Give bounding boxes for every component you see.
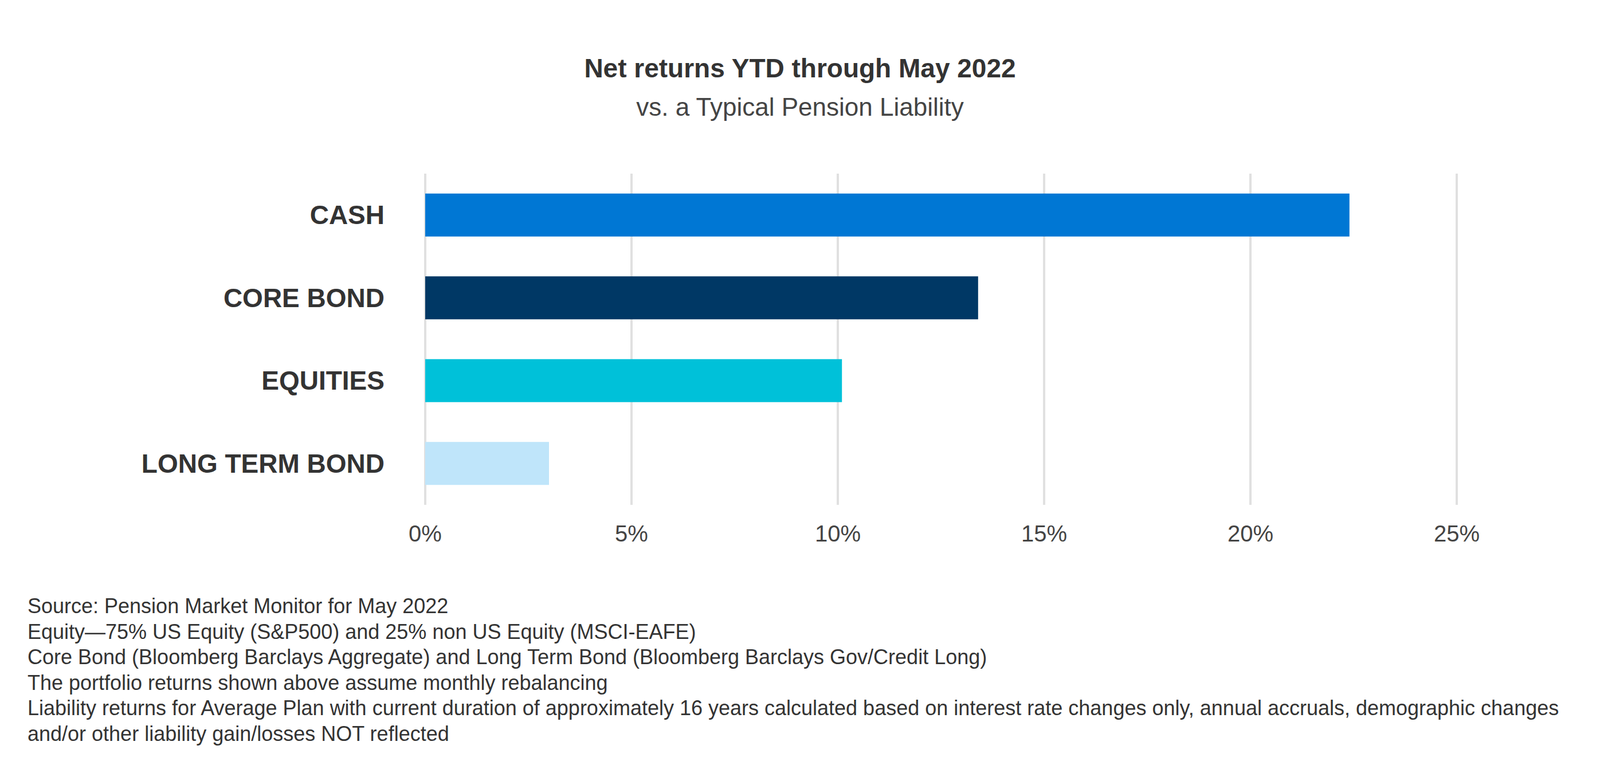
footnote: Liability returns for Average Plan with … bbox=[27, 695, 1575, 747]
subtitle: vs. a Typical Pension Liability bbox=[636, 92, 964, 121]
tick-label: 0% bbox=[408, 520, 442, 547]
tick-label: 25% bbox=[1433, 520, 1480, 547]
category-labels: CASH CORE BOND EQUITIES LONG TERM BOND bbox=[141, 200, 385, 479]
category-label: LONG TERM BOND bbox=[141, 448, 385, 479]
bar bbox=[425, 441, 549, 485]
title: Net returns YTD through May 2022 bbox=[583, 53, 1016, 84]
footnote: The portfolio returns shown above assume… bbox=[27, 670, 1575, 697]
footnote: Core Bond (Bloomberg Barclays Aggregate)… bbox=[27, 644, 1575, 671]
chart: Net returns YTD through May 2022 vs. a Ty… bbox=[0, 0, 1600, 591]
footnotes: Source: Pension Market Monitor for May 2… bbox=[27, 593, 1575, 747]
bar bbox=[425, 276, 979, 320]
grid bbox=[425, 173, 1457, 505]
category-label: CASH bbox=[310, 200, 385, 230]
tick-label: 10% bbox=[814, 520, 861, 547]
tick-label: 15% bbox=[1021, 520, 1068, 547]
bar bbox=[425, 359, 842, 403]
category-label: CORE BOND bbox=[223, 283, 385, 313]
footnote: Source: Pension Market Monitor for May 2… bbox=[27, 593, 1575, 620]
bars bbox=[425, 193, 1350, 486]
tick-label: 20% bbox=[1227, 520, 1274, 547]
category-label: EQUITIES bbox=[261, 365, 385, 396]
footnote: Equity—75% US Equity (S&P500) and 25% no… bbox=[27, 619, 1575, 646]
grid-line bbox=[1455, 173, 1458, 505]
bar bbox=[425, 193, 1350, 237]
tick-label: 5% bbox=[614, 520, 649, 547]
